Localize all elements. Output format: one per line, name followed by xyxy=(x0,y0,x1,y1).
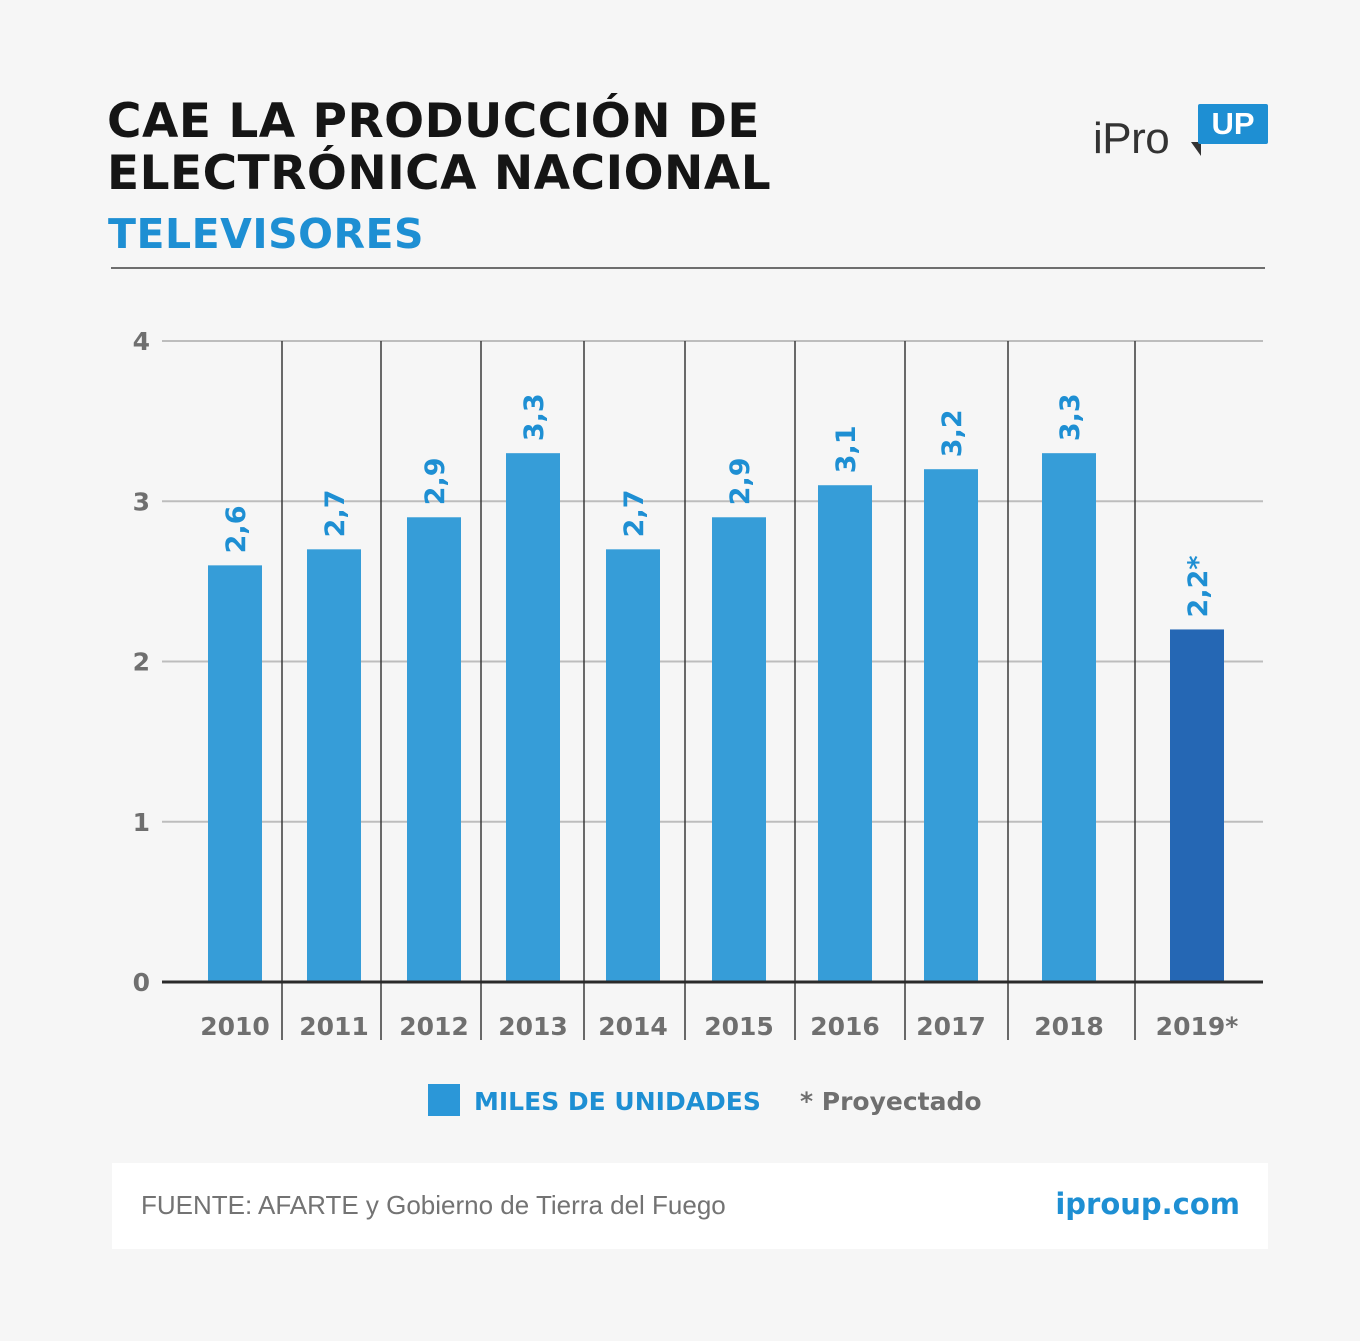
legend-series-label: MILES DE UNIDADES xyxy=(474,1087,761,1116)
y-tick-label: 1 xyxy=(133,808,150,837)
chart-title: CAE LA PRODUCCIÓN DE ELECTRÓNICA NACIONA… xyxy=(107,96,771,200)
iproup-logo: iPro UP xyxy=(1093,104,1268,163)
x-tick-label: 2014 xyxy=(598,1012,668,1041)
x-tick-label: 2016 xyxy=(810,1012,880,1041)
y-tick-label: 0 xyxy=(133,968,150,997)
data-label: 3,3 xyxy=(519,393,550,441)
logo-text: iPro xyxy=(1093,114,1170,163)
y-tick-label: 4 xyxy=(133,327,150,356)
source-text: FUENTE: AFARTE y Gobierno de Tierra del … xyxy=(141,1190,726,1220)
y-tick-label: 3 xyxy=(133,487,150,516)
data-label: 2,7 xyxy=(320,489,351,537)
title-line-2: ELECTRÓNICA NACIONAL xyxy=(107,146,772,201)
data-label: 3,2 xyxy=(937,409,968,457)
chart-subtitle: TELEVISORES xyxy=(108,210,425,258)
bar xyxy=(606,549,660,982)
data-label: 2,7 xyxy=(619,489,650,537)
x-tick-label: 2013 xyxy=(498,1012,568,1041)
x-tick-label: 2017 xyxy=(916,1012,986,1041)
y-tick-label: 2 xyxy=(133,648,150,677)
x-tick-label: 2018 xyxy=(1034,1012,1104,1041)
footer: FUENTE: AFARTE y Gobierno de Tierra del … xyxy=(112,1163,1268,1249)
bar xyxy=(712,517,766,982)
data-label: 2,9 xyxy=(725,457,756,505)
x-tick-label: 2015 xyxy=(704,1012,774,1041)
data-label: 2,6 xyxy=(221,506,252,554)
bar xyxy=(1170,629,1224,982)
legend-swatch xyxy=(428,1084,460,1116)
x-tick-label: 2019* xyxy=(1156,1012,1239,1041)
x-tick-label: 2012 xyxy=(399,1012,469,1041)
data-label: 3,3 xyxy=(1055,393,1086,441)
bar xyxy=(818,485,872,982)
bar xyxy=(407,517,461,982)
logo-badge: UP xyxy=(1198,104,1268,144)
legend-projected-note: * Proyectado xyxy=(800,1087,982,1116)
bar xyxy=(307,549,361,982)
header-divider xyxy=(111,267,1265,269)
x-tick-label: 2011 xyxy=(299,1012,369,1041)
data-label: 3,1 xyxy=(831,425,862,473)
data-label: 2,9 xyxy=(420,457,451,505)
site-link[interactable]: iproup.com xyxy=(1055,1187,1240,1221)
data-label: 2,2* xyxy=(1183,555,1214,617)
title-line-1: CAE LA PRODUCCIÓN DE xyxy=(107,94,761,149)
bar xyxy=(208,565,262,982)
logo-corner-mark xyxy=(1191,142,1201,156)
bar xyxy=(1042,453,1096,982)
bar xyxy=(924,469,978,982)
bar xyxy=(506,453,560,982)
x-tick-label: 2010 xyxy=(200,1012,270,1041)
